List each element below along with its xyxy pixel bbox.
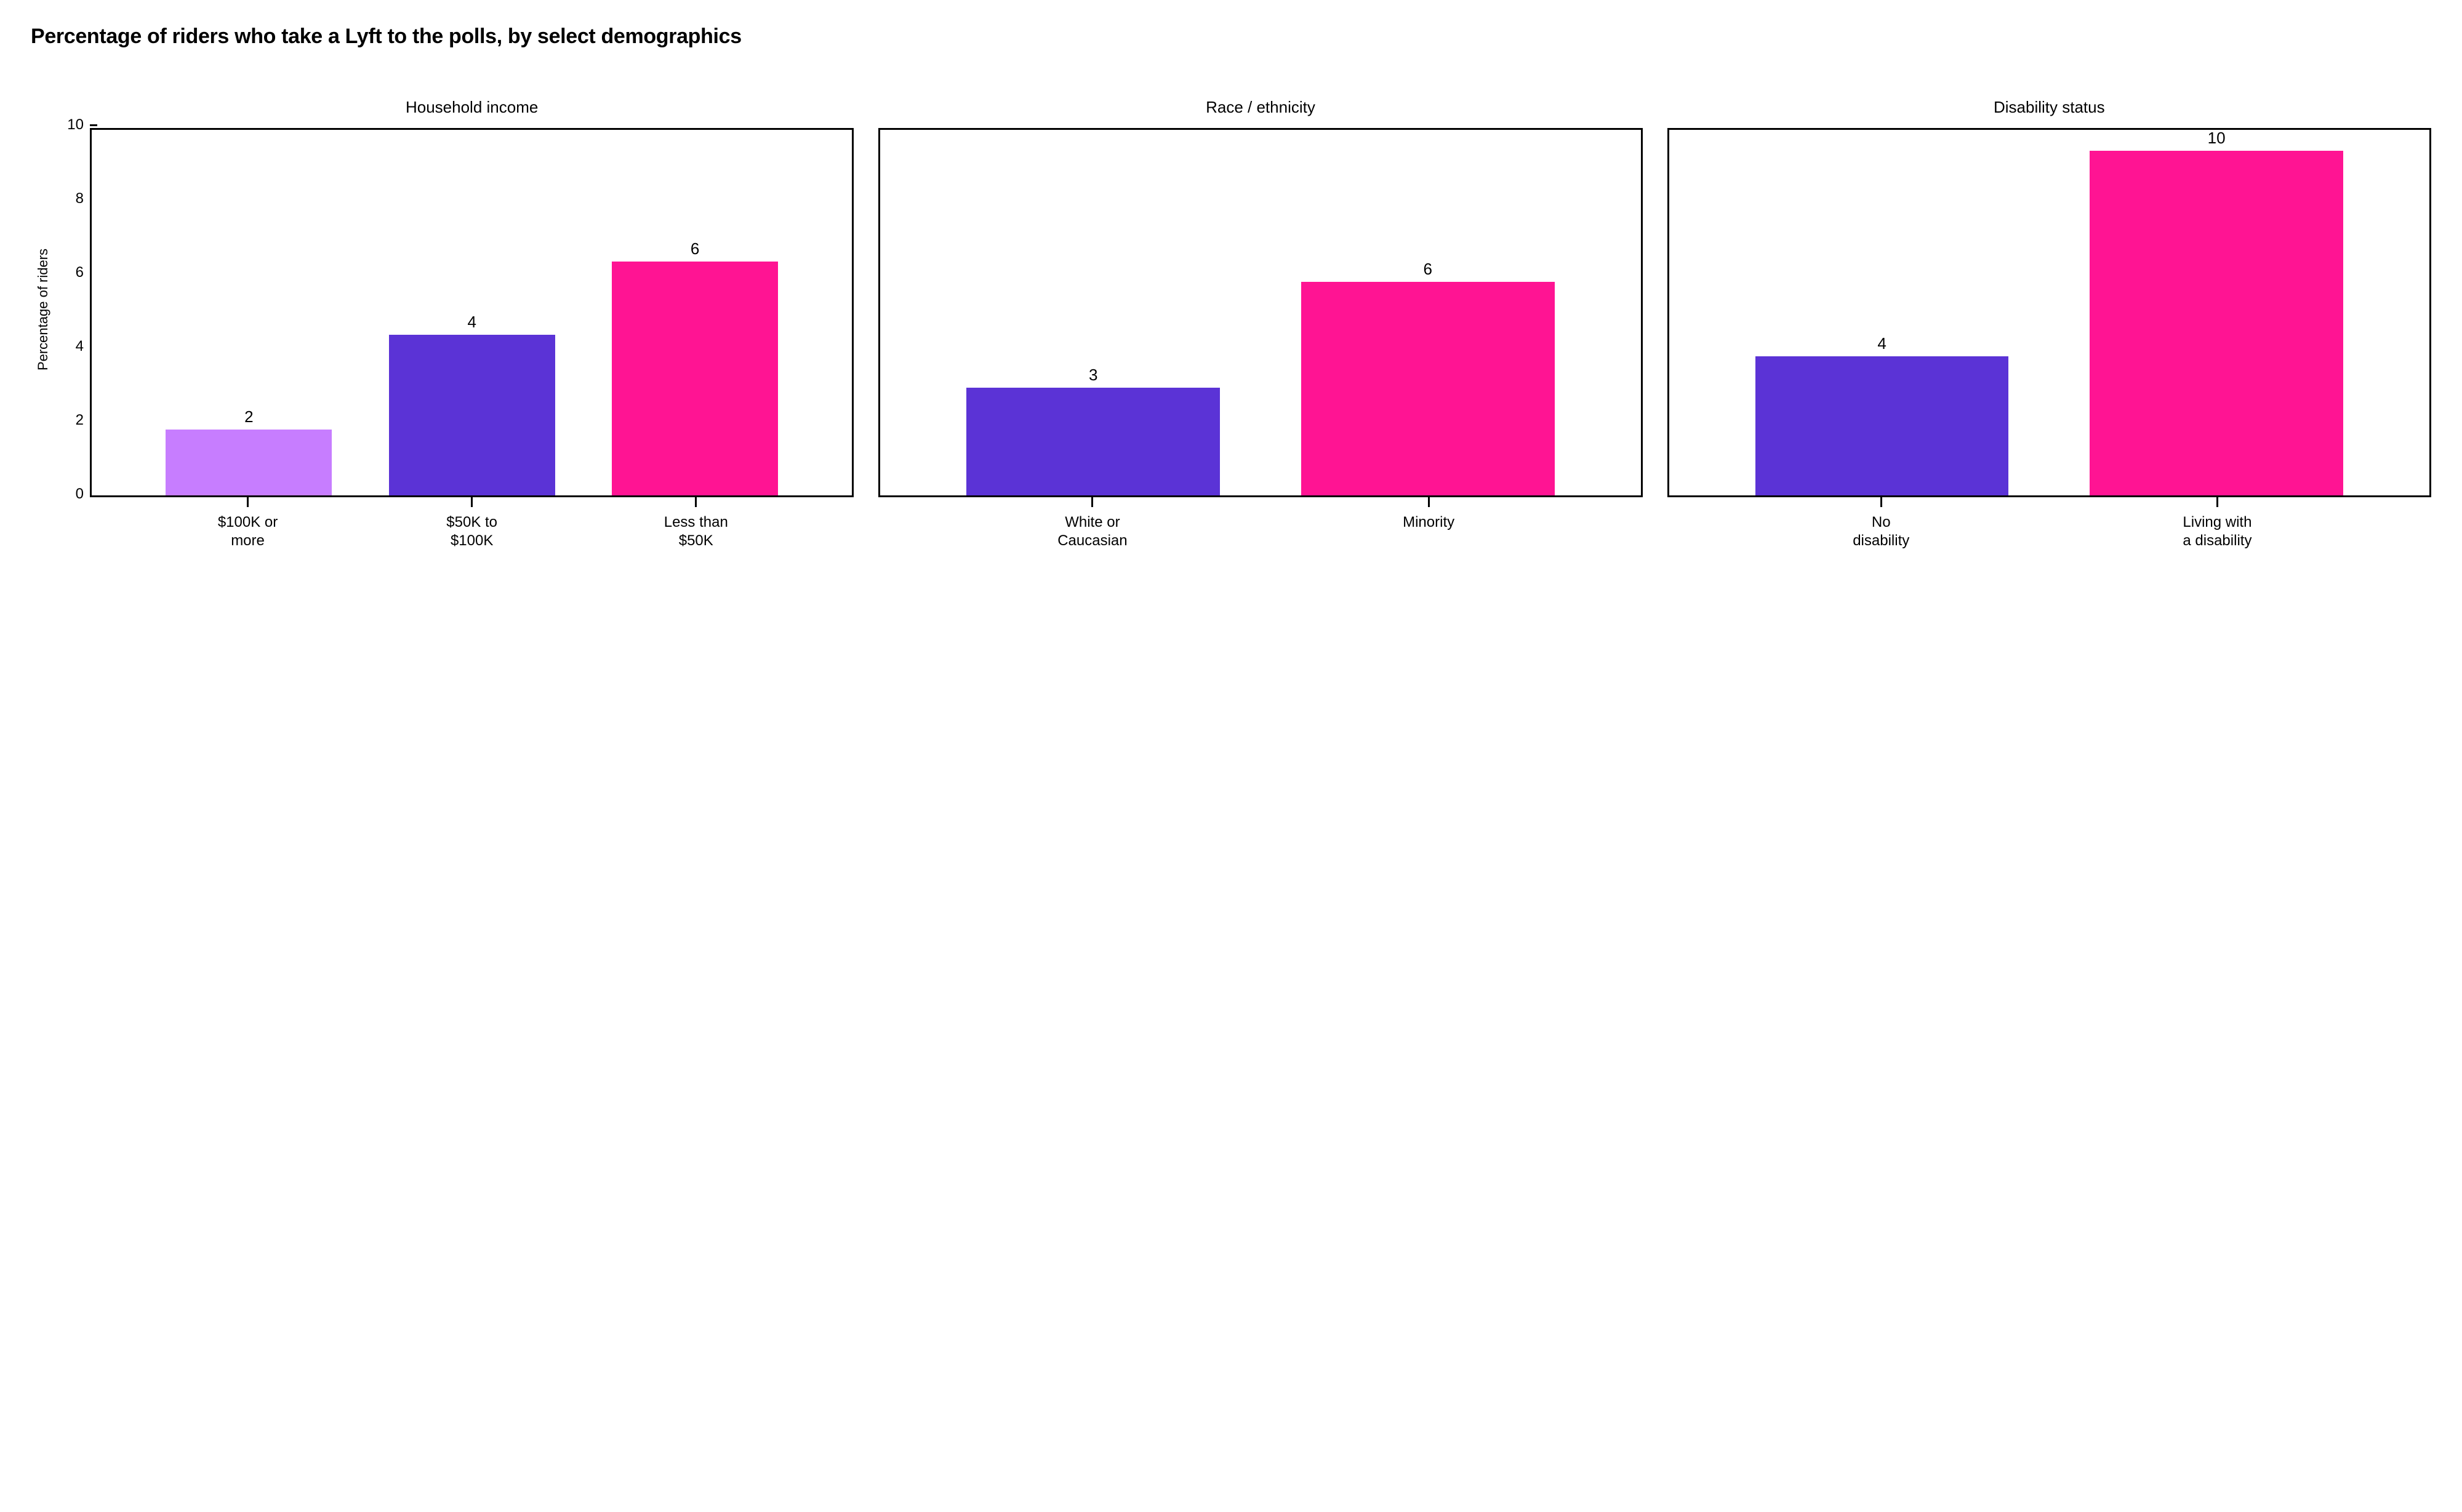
bar-value-label: 4 <box>1877 335 1886 351</box>
x-tick-label: Living with a disability <box>2183 513 2251 550</box>
bar-value-label: 3 <box>1089 367 1097 383</box>
x-axis-ticks: No disability Living with a disability <box>1667 497 2431 550</box>
x-tick-mark <box>2216 497 2218 507</box>
x-tick-label: Less than $50K <box>664 513 728 550</box>
y-tick-label: 8 <box>76 191 90 206</box>
x-tick-label: $100K or more <box>218 513 278 550</box>
x-tick-label: White or Caucasian <box>1057 513 1127 550</box>
bar <box>166 430 332 495</box>
bars-container: 2 4 6 <box>92 130 852 495</box>
x-tick: $100K or more <box>135 497 359 550</box>
x-tick: Minority <box>1261 497 1597 550</box>
bar-value-label: 2 <box>244 409 253 425</box>
y-axis-label-container: Percentage of riders <box>31 125 55 494</box>
plot-area: 2 4 6 <box>90 128 854 497</box>
x-tick-mark <box>1880 497 1882 507</box>
chart-panel: Disability status 4 10 No disability Living … <box>1667 98 2431 550</box>
bars-container: 4 10 <box>1669 130 2429 495</box>
x-tick-label: $50K to $100K <box>446 513 497 550</box>
bar-slot: 10 <box>2049 130 2384 495</box>
y-axis-ticks: 0246810 <box>55 125 90 494</box>
x-tick: Less than $50K <box>584 497 808 550</box>
panels-row: Household income 2 4 6 $100K or more $50K to … <box>90 98 2431 550</box>
y-axis-label: Percentage of riders <box>35 249 51 370</box>
bar-slot: 6 <box>1261 130 1595 495</box>
chart-panel: Race / ethnicity36White or CaucasianMino… <box>878 98 1642 550</box>
bar <box>612 262 778 495</box>
bar-value-label: 4 <box>467 314 476 330</box>
x-tick: No disability <box>1713 497 2049 550</box>
y-tick-mark <box>90 124 97 126</box>
y-tick-label: 2 <box>76 413 90 428</box>
chart-title: Percentage of riders who take a Lyft to … <box>31 25 2431 49</box>
x-tick-mark <box>1428 497 1430 507</box>
bar-slot: 4 <box>360 130 583 495</box>
figure: Percentage of riders 0 2 4 6 8 10 Household i… <box>31 98 2431 550</box>
panel-title: Household income <box>90 98 854 117</box>
chart-panel: Household income 2 4 6 $100K or more $50K to … <box>90 98 854 550</box>
plot-area: 4 10 <box>1667 128 2431 497</box>
bar-value-label: 6 <box>691 241 699 257</box>
panel-title: Race / ethnicity <box>878 98 1642 117</box>
bar <box>1755 356 2008 495</box>
x-tick-mark <box>247 497 249 507</box>
bar-slot: 3 <box>926 130 1261 495</box>
plot-area: 36 <box>878 128 1642 497</box>
bar <box>1301 282 1554 495</box>
x-tick-label: No disability <box>1853 513 1909 550</box>
x-tick: White or Caucasian <box>924 497 1261 550</box>
bar <box>966 388 1219 495</box>
y-tick-label: 6 <box>76 265 90 280</box>
y-tick-label: 4 <box>76 339 90 354</box>
bar-slot: 6 <box>583 130 806 495</box>
bar <box>389 335 555 495</box>
bar-slot: 2 <box>137 130 360 495</box>
panel-title: Disability status <box>1667 98 2431 117</box>
y-tick-label: 10 <box>67 118 90 132</box>
x-tick-mark <box>471 497 473 507</box>
x-tick-mark <box>695 497 697 507</box>
bar-value-label: 10 <box>2208 130 2226 146</box>
bar-value-label: 6 <box>1424 261 1432 277</box>
x-tick: Living with a disability <box>2049 497 2385 550</box>
x-tick-label: Minority <box>1403 513 1454 532</box>
bars-container: 36 <box>880 130 1640 495</box>
bar <box>2090 151 2343 495</box>
bar-slot: 4 <box>1715 130 2050 495</box>
y-tick-label: 0 <box>76 487 90 502</box>
x-tick-mark <box>1091 497 1093 507</box>
x-axis-ticks: $100K or more $50K to $100K Less than $50K <box>90 497 854 550</box>
x-tick: $50K to $100K <box>360 497 584 550</box>
x-axis-ticks: White or Caucasian Minority <box>878 497 1642 550</box>
